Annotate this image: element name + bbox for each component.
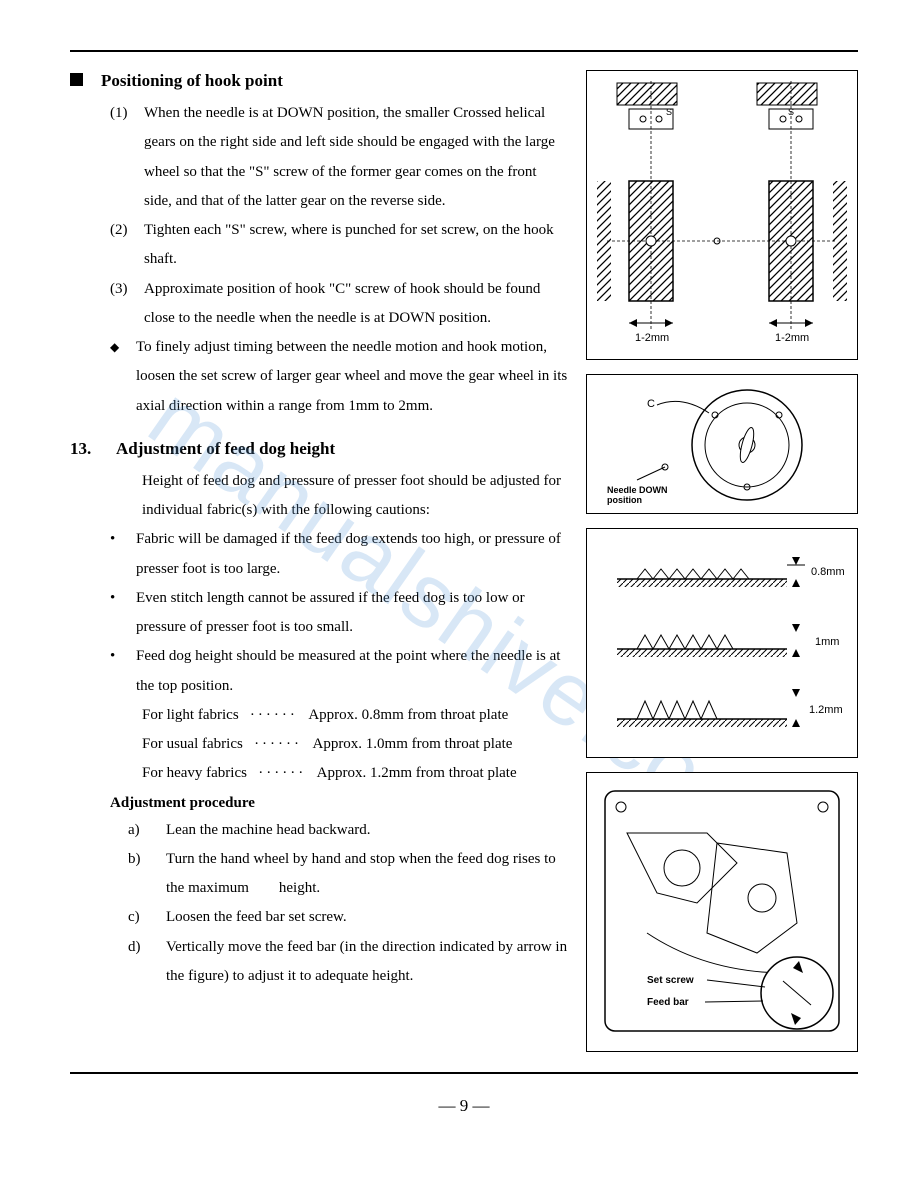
note-item: ◆ To finely adjust timing between the ne… <box>110 333 568 421</box>
section-title: Adjustment of feed dog height <box>116 439 335 459</box>
step-label: b) <box>128 845 148 904</box>
svg-text:Needle DOWN: Needle DOWN <box>607 485 668 495</box>
diamond-bullet-icon: ◆ <box>110 336 120 359</box>
page-number: — 9 — <box>70 1096 858 1116</box>
svg-text:Feed bar: Feed bar <box>647 997 689 1008</box>
list-item: (2) Tighten each "S" screw, where is pun… <box>110 216 568 275</box>
item-text: Approximate position of hook "C" screw o… <box>144 275 568 334</box>
item-number: (2) <box>110 216 136 275</box>
step-label: a) <box>128 816 148 845</box>
step-text: Turn the hand wheel by hand and stop whe… <box>166 845 568 904</box>
fabric-value: Approx. 1.2mm from throat plate <box>317 765 517 781</box>
step-label: d) <box>128 933 148 992</box>
text-column: Positioning of hook point (1) When the n… <box>70 70 568 1052</box>
bullet-item: • Fabric will be damaged if the feed dog… <box>110 525 568 584</box>
fabric-label: For usual fabrics <box>142 736 243 752</box>
figure-gear-diagram: S S 1-2mm <box>586 70 858 360</box>
note-text: To finely adjust timing between the need… <box>136 333 568 421</box>
procedure-step: d) Vertically move the feed bar (in the … <box>128 933 568 992</box>
section-hook-point: Positioning of hook point <box>70 70 568 91</box>
fabric-label: For light fabrics <box>142 707 239 723</box>
svg-text:position: position <box>607 495 642 505</box>
svg-text:1-2mm: 1-2mm <box>635 332 669 344</box>
figure-machine-underside: Set screw Feed bar <box>586 772 858 1052</box>
rule-bottom <box>70 1072 858 1074</box>
item-text: When the needle is at DOWN position, the… <box>144 99 568 216</box>
intro-paragraph: Height of feed dog and pressure of press… <box>142 467 568 526</box>
procedure-step: b) Turn the hand wheel by hand and stop … <box>128 845 568 904</box>
hook-svg: C Needle DOWN position <box>587 375 857 513</box>
step-text: Loosen the feed bar set screw. <box>166 903 568 932</box>
dot-bullet-icon: • <box>110 642 120 671</box>
section-feed-dog: 13. Adjustment of feed dog height <box>70 439 568 459</box>
section-number: 13. <box>70 439 98 459</box>
step-label: c) <box>128 903 148 932</box>
bullet-text: Even stitch length cannot be assured if … <box>136 584 568 643</box>
step-text: Vertically move the feed bar (in the dir… <box>166 933 568 992</box>
leader-dots: ······ <box>254 736 302 752</box>
fabric-value: Approx. 1.0mm from throat plate <box>312 736 512 752</box>
fabric-value: Approx. 0.8mm from throat plate <box>308 707 508 723</box>
procedure-title: Adjustment procedure <box>110 795 568 812</box>
item-text: Tighten each "S" screw, where is punched… <box>144 216 568 275</box>
fabric-label: For heavy fabrics <box>142 765 247 781</box>
procedure-step: c) Loosen the feed bar set screw. <box>128 903 568 932</box>
bullet-item: • Even stitch length cannot be assured i… <box>110 584 568 643</box>
content-columns: Positioning of hook point (1) When the n… <box>70 70 858 1052</box>
svg-text:Set screw: Set screw <box>647 975 694 986</box>
dot-bullet-icon: • <box>110 525 120 554</box>
svg-text:1-2mm: 1-2mm <box>775 332 809 344</box>
section-title: Positioning of hook point <box>101 71 283 91</box>
svg-text:1mm: 1mm <box>815 636 839 648</box>
procedure-step: a) Lean the machine head backward. <box>128 816 568 845</box>
bullet-item: • Feed dog height should be measured at … <box>110 642 568 701</box>
fabric-line: For usual fabrics ······ Approx. 1.0mm f… <box>142 730 568 759</box>
svg-text:0.8mm: 0.8mm <box>811 566 845 578</box>
list-item: (3) Approximate position of hook "C" scr… <box>110 275 568 334</box>
bullet-text: Fabric will be damaged if the feed dog e… <box>136 525 568 584</box>
fabric-line: For heavy fabrics ······ Approx. 1.2mm f… <box>142 759 568 788</box>
svg-text:C: C <box>647 398 655 410</box>
leader-dots: ······ <box>250 707 298 723</box>
gear-svg: S S 1-2mm <box>587 71 857 359</box>
step-text: Lean the machine head backward. <box>166 816 568 845</box>
figure-hook-diagram: C Needle DOWN position <box>586 374 858 514</box>
figure-feed-dog-heights: 0.8mm 1mm 1.2mm <box>586 528 858 758</box>
svg-text:S: S <box>666 107 672 117</box>
rule-top <box>70 50 858 52</box>
svg-text:1.2mm: 1.2mm <box>809 704 843 716</box>
item-number: (3) <box>110 275 136 334</box>
item-number: (1) <box>110 99 136 216</box>
heights-svg: 0.8mm 1mm 1.2mm <box>587 529 857 757</box>
fabric-line: For light fabrics ······ Approx. 0.8mm f… <box>142 701 568 730</box>
list-item: (1) When the needle is at DOWN position,… <box>110 99 568 216</box>
leader-dots: ······ <box>258 765 306 781</box>
bullet-square-icon <box>70 73 83 86</box>
bullet-text: Feed dog height should be measured at th… <box>136 642 568 701</box>
dot-bullet-icon: • <box>110 584 120 613</box>
machine-svg: Set screw Feed bar <box>587 773 857 1051</box>
figure-column: S S 1-2mm <box>586 70 858 1052</box>
